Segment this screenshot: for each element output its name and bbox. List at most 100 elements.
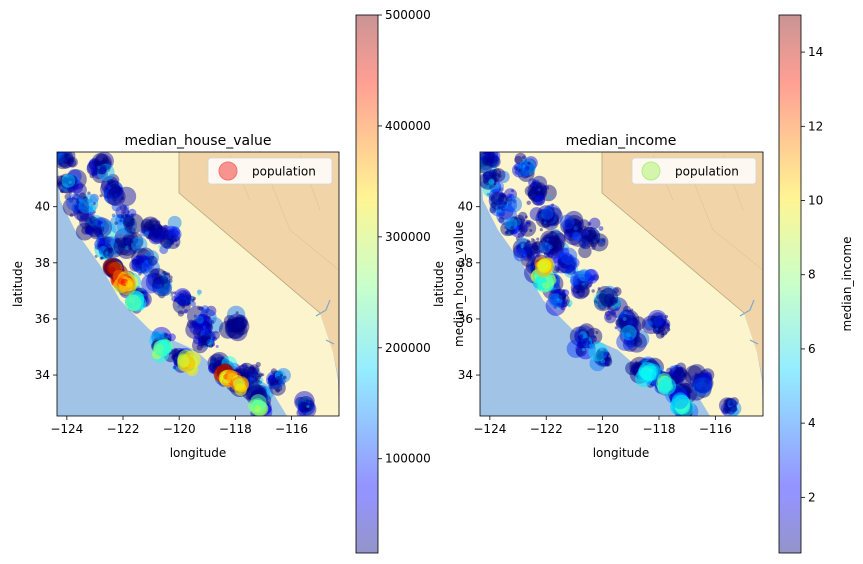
scatter-point: [135, 238, 139, 242]
scatter-point: [487, 152, 494, 159]
scatter-point: [627, 338, 632, 344]
scatter-point: [580, 226, 601, 247]
scatter-point: [129, 240, 133, 244]
scatter-point: [64, 155, 68, 159]
colorbar-tick-label: 500000: [385, 8, 431, 22]
scatter-point: [197, 306, 201, 310]
scatter-point: [566, 259, 570, 263]
scatter-point: [490, 154, 496, 160]
scatter-point: [154, 277, 173, 296]
scatter-point: [489, 185, 493, 189]
scatter-point: [554, 294, 563, 304]
scatter-point: [131, 221, 136, 226]
scatter-point: [669, 364, 685, 379]
scatter-point: [186, 319, 196, 329]
scatter-point: [64, 193, 72, 201]
scatter-point: [182, 294, 186, 298]
scatter-point: [597, 300, 608, 310]
scatter-point: [114, 221, 118, 225]
scatter-point: [197, 292, 201, 296]
colorbar-tick-label: 14: [808, 45, 823, 59]
scatter-point: [123, 205, 130, 211]
scatter-point: [167, 229, 181, 243]
scatter-point: [520, 164, 526, 170]
scatter-point: [599, 292, 607, 300]
scatter-point: [94, 153, 112, 172]
scatter-point: [597, 304, 602, 308]
scatter-point: [626, 318, 631, 322]
scatter-point: [595, 350, 612, 368]
scatter-point: [123, 215, 136, 228]
scatter-point: [590, 335, 597, 343]
scatter-point: [546, 220, 550, 225]
scatter-point: [143, 229, 148, 233]
scatter-point: [89, 193, 99, 203]
scatter-point: [84, 225, 93, 234]
scatter-point: [488, 178, 495, 185]
scatter-point: [518, 163, 523, 168]
scatter-point: [196, 313, 209, 327]
scatter-point: [672, 370, 678, 376]
scatter-point: [551, 238, 555, 241]
scatter-point: [620, 328, 631, 338]
scatter-point: [540, 234, 556, 250]
scatter-point: [159, 234, 174, 249]
scatter-point: [64, 177, 79, 193]
scatter-point: [186, 301, 191, 305]
scatter-point: [159, 245, 169, 255]
scatter-point: [594, 237, 601, 244]
y-tick-label: 38: [458, 256, 473, 270]
scatter-point: [695, 382, 703, 390]
scatter-point: [727, 400, 738, 410]
scatter-point: [151, 283, 159, 290]
scatter-point: [498, 174, 502, 178]
scatter-point: [527, 251, 533, 257]
y-axis-label: latitude: [11, 261, 25, 307]
scatter-point: [482, 170, 498, 186]
scatter-point: [157, 282, 172, 296]
scatter-point: [630, 308, 634, 312]
scatter-point: [306, 407, 310, 411]
plot-title: median_income: [566, 133, 677, 149]
scatter-point: [234, 325, 241, 332]
scatter-point: [277, 371, 283, 377]
scatter-point: [548, 223, 552, 227]
scatter-point: [622, 317, 627, 321]
scatter-point: [95, 236, 102, 243]
scatter-point: [254, 388, 258, 392]
scatter-point: [247, 371, 251, 375]
scatter-point: [153, 228, 157, 232]
scatter-point: [230, 324, 238, 331]
scatter-point: [568, 227, 588, 247]
scatter-point: [72, 182, 77, 186]
scatter-point: [480, 155, 488, 165]
scatter-point: [708, 381, 711, 385]
plot-title: median_house_value: [125, 133, 272, 149]
scatter-point: [625, 361, 639, 376]
scatter-point: [603, 295, 607, 299]
scatter-point: [120, 196, 125, 201]
scatter-point: [548, 244, 553, 250]
scatter-point: [234, 324, 242, 332]
scatter-point: [68, 179, 83, 194]
scatter-point: [309, 404, 313, 408]
scatter-point: [305, 407, 309, 412]
scatter-point: [588, 341, 608, 362]
scatter-point: [702, 372, 713, 383]
scatter-point: [558, 255, 562, 259]
scatter-point: [255, 378, 260, 384]
scatter-point: [520, 244, 525, 249]
scatter-point: [197, 289, 202, 295]
scatter-point: [625, 330, 629, 334]
scatter-point: [66, 182, 73, 189]
scatter-point: [584, 278, 588, 282]
scatter-point: [128, 218, 132, 222]
scatter-point: [494, 178, 499, 183]
scatter-point: [625, 341, 629, 345]
scatter-point: [566, 222, 573, 228]
scatter-point: [513, 248, 527, 262]
scatter-point: [159, 227, 170, 238]
scatter-point: [192, 335, 202, 345]
